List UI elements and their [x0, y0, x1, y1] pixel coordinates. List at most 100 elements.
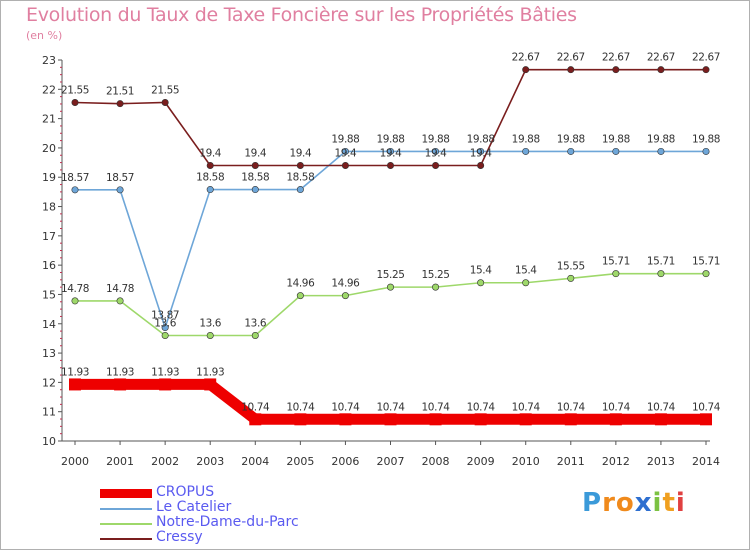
x-tick-label: 2006 — [331, 455, 359, 468]
y-tick-label: 11 — [42, 406, 56, 419]
data-label: 22.67 — [692, 52, 720, 64]
data-label: 19.4 — [244, 148, 266, 160]
data-point — [702, 270, 710, 278]
data-point — [429, 413, 442, 426]
data-point — [161, 324, 169, 332]
data-point — [294, 413, 307, 426]
data-point — [296, 162, 304, 170]
data-label: 19.4 — [335, 148, 357, 160]
legend-swatch-cressy — [100, 538, 152, 540]
data-label: 13.6 — [244, 317, 266, 329]
data-label: 15.71 — [602, 256, 630, 268]
series-line-le-catelier — [75, 150, 706, 331]
data-label: 18.57 — [61, 172, 89, 184]
data-label: 22.67 — [512, 52, 540, 64]
legend: CROPUS Le Catelier Notre-Dame-du-Parc Cr… — [100, 484, 360, 546]
data-point — [519, 413, 532, 426]
logo-letter: P — [582, 488, 603, 518]
data-point — [522, 147, 530, 155]
data-point — [567, 274, 575, 282]
data-label: 15.25 — [376, 269, 404, 281]
y-tick-label: 23 — [42, 54, 56, 67]
data-point — [702, 147, 710, 155]
data-label: 19.88 — [647, 133, 675, 145]
legend-label-cropus: CROPUS — [156, 484, 215, 500]
data-label: 11.93 — [196, 366, 224, 378]
y-tick-label: 22 — [42, 83, 56, 96]
data-label: 21.55 — [61, 84, 89, 96]
data-point — [69, 378, 81, 391]
data-label: 13.6 — [199, 317, 221, 329]
x-tick-label: 2008 — [422, 455, 450, 468]
y-tick-label: 19 — [42, 171, 56, 184]
data-point — [161, 331, 169, 339]
data-label: 14.96 — [331, 278, 360, 290]
data-point — [251, 186, 259, 194]
legend-label-notre-dame-du-parc: Notre-Dame-du-Parc — [156, 514, 299, 530]
data-label: 10.74 — [286, 401, 315, 413]
y-tick-label: 13 — [42, 347, 56, 360]
x-tick-label: 2004 — [241, 455, 269, 468]
legend-swatch-notre-dame-du-parc — [100, 523, 152, 525]
data-point — [204, 378, 217, 391]
data-label: 10.74 — [241, 401, 270, 413]
data-label: 19.88 — [692, 133, 720, 145]
data-point — [477, 162, 485, 170]
y-tick-label: 14 — [42, 318, 56, 331]
x-tick-label: 2009 — [467, 455, 495, 468]
logo-letter: i — [652, 488, 663, 518]
data-point — [700, 413, 712, 426]
data-label: 18.57 — [106, 172, 134, 184]
data-label: 15.55 — [557, 260, 585, 272]
data-point — [564, 413, 577, 426]
data-label: 11.93 — [151, 366, 179, 378]
data-label: 10.74 — [647, 401, 676, 413]
data-point — [386, 147, 394, 155]
data-point — [161, 98, 169, 106]
data-label: 19.88 — [557, 133, 585, 145]
data-label: 13.6 — [154, 317, 176, 329]
data-point — [71, 98, 79, 106]
data-point — [251, 162, 259, 170]
data-point — [432, 162, 440, 170]
data-label: 22.67 — [647, 52, 675, 64]
logo-letter: t — [662, 488, 676, 518]
data-point — [206, 186, 214, 194]
data-point — [657, 147, 665, 155]
logo-letter: o — [615, 488, 635, 518]
data-label: 15.71 — [692, 256, 720, 268]
data-label: 19.88 — [467, 133, 495, 145]
x-tick-label: 2001 — [106, 455, 134, 468]
legend-label-le-catelier: Le Catelier — [156, 499, 232, 515]
data-label: 10.74 — [602, 401, 631, 413]
data-point — [432, 147, 440, 155]
data-point — [654, 413, 667, 426]
y-tick-label: 16 — [42, 259, 56, 272]
x-tick-label: 2012 — [602, 455, 630, 468]
data-label: 19.4 — [289, 148, 311, 160]
data-point — [567, 147, 575, 155]
y-tick-label: 10 — [42, 435, 56, 448]
data-point — [114, 378, 127, 391]
data-label: 13.87 — [151, 310, 179, 322]
x-tick-label: 2010 — [512, 455, 540, 468]
data-point — [159, 378, 172, 391]
data-point — [657, 66, 665, 74]
data-label: 19.4 — [380, 148, 402, 160]
data-point — [522, 66, 530, 74]
data-point — [384, 413, 397, 426]
data-label: 15.25 — [422, 269, 450, 281]
data-point — [249, 413, 262, 426]
x-tick-label: 2014 — [692, 455, 720, 468]
x-tick-label: 2003 — [196, 455, 224, 468]
data-label: 21.55 — [151, 84, 179, 96]
data-label: 21.51 — [106, 86, 134, 98]
data-label: 19.88 — [331, 133, 359, 145]
data-label: 19.4 — [425, 148, 447, 160]
proxiti-logo: Proxiti — [582, 488, 686, 518]
data-label: 10.74 — [422, 401, 451, 413]
data-point — [477, 279, 485, 287]
y-axis-unit: (en %) — [26, 29, 63, 42]
